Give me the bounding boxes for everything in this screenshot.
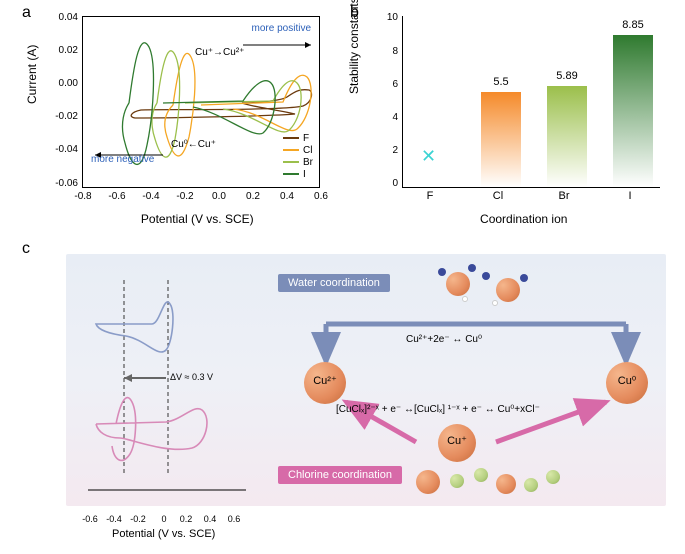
- b-xtick: Br: [544, 190, 584, 202]
- c-xtick: 0.6: [220, 514, 248, 524]
- cl-cluster-cu2: [496, 474, 516, 494]
- cl-cluster-cu1: [416, 470, 440, 494]
- cv-chlorine: [96, 398, 207, 461]
- annot-more-positive: more positive: [252, 23, 311, 34]
- arrow-positive-head: [305, 42, 311, 48]
- cl1: [450, 474, 464, 488]
- a-xtick: 0.2: [238, 191, 268, 202]
- water-h1: [462, 296, 468, 302]
- legend-F: F: [303, 133, 309, 144]
- water-o1: [438, 268, 446, 276]
- bar-br: [547, 86, 587, 187]
- panel-a-plot: more positive Cu⁺→Cu²⁺ Cu⁰←Cu⁺ more nega…: [82, 16, 320, 188]
- a-xtick: -0.2: [170, 191, 200, 202]
- b-xtick: F: [410, 190, 450, 202]
- eqn-top: Cu²⁺+2e⁻ ↔ Cu⁰: [406, 334, 482, 345]
- cl3: [524, 478, 538, 492]
- water-o4: [520, 274, 528, 282]
- bar-label-cl: 5.5: [481, 76, 521, 88]
- water-h2: [492, 300, 498, 306]
- panel-a-label: a: [22, 4, 31, 22]
- cross-marker: ✕: [421, 146, 436, 167]
- panel-c-label: c: [22, 240, 30, 258]
- bar-label-br: 5.89: [547, 70, 587, 82]
- b-xtick: I: [610, 190, 650, 202]
- legend-Cl: Cl: [303, 145, 312, 156]
- panel-b-xlabel: Coordination ion: [480, 212, 567, 226]
- b-xtick: Cl: [478, 190, 518, 202]
- panel-a: Current (A) more positive Cu⁺→Cu²⁺ Cu⁰←C…: [38, 8, 334, 226]
- legend-Br: Br: [303, 157, 313, 168]
- legend-I: I: [303, 169, 306, 180]
- panel-a-legend: F Cl Br I: [283, 133, 313, 181]
- b-ytick: 2: [384, 145, 398, 156]
- b-ytick: 8: [384, 46, 398, 57]
- c-xtick: -0.2: [124, 514, 152, 524]
- a-ytick: 0.04: [50, 12, 78, 23]
- panel-a-xlabel: Potential (V vs. SCE): [141, 212, 254, 226]
- water-o2: [468, 264, 476, 272]
- water-coord-label: Water coordination: [278, 274, 390, 292]
- water-cluster-cu1: [446, 272, 470, 296]
- a-xtick: -0.4: [136, 191, 166, 202]
- dv-arrow-head: [124, 374, 132, 382]
- panel-b: Stability constants (lgβₙ) ✕ 5.5 5.89 8.…: [360, 8, 670, 226]
- a-xtick: 0.6: [306, 191, 336, 202]
- a-ytick: 0.00: [50, 78, 78, 89]
- bar-i: [613, 35, 653, 187]
- a-xtick: 0.4: [272, 191, 302, 202]
- cv-water: [96, 302, 173, 352]
- cl2: [474, 468, 488, 482]
- a-xtick: -0.8: [68, 191, 98, 202]
- a-ytick: -0.06: [50, 178, 78, 189]
- eqn-bottom: [CuClₓ]²⁻ˣ + e⁻ ↔[CuClₓ] ¹⁻ˣ + e⁻ ↔ Cu⁰+…: [336, 404, 540, 415]
- annot-cu01: Cu⁰←Cu⁺: [171, 139, 216, 150]
- annot-more-negative: more negative: [91, 154, 154, 165]
- b-ytick: 6: [384, 79, 398, 90]
- b-ytick: 10: [384, 12, 398, 23]
- a-xtick: -0.6: [102, 191, 132, 202]
- bar-cl: [481, 92, 521, 187]
- a-ytick: -0.02: [50, 111, 78, 122]
- panel-c-xlabel: Potential (V vs. SCE): [112, 528, 215, 540]
- a-xtick: 0.0: [204, 191, 234, 202]
- panel-c-bg: ΔV ≈ 0.3 V Water coordination Chlorine c…: [66, 254, 666, 506]
- annot-cu12: Cu⁺→Cu²⁺: [195, 47, 244, 58]
- bar-label-i: 8.85: [613, 19, 653, 31]
- b-ytick: 4: [384, 112, 398, 123]
- panel-a-ylabel: Current (A): [25, 45, 39, 104]
- dv-label: ΔV ≈ 0.3 V: [170, 372, 213, 382]
- node-cu1: Cu⁺: [440, 434, 474, 447]
- a-ytick: -0.04: [50, 144, 78, 155]
- panel-b-plot: ✕ 5.5 5.89 8.85: [402, 16, 660, 188]
- b-ytick: 0: [384, 178, 398, 189]
- water-o3: [482, 272, 490, 280]
- cl4: [546, 470, 560, 484]
- node-cu0: Cu⁰: [610, 374, 644, 387]
- a-ytick: 0.02: [50, 45, 78, 56]
- water-cluster-cu2: [496, 278, 520, 302]
- node-cu2: Cu²⁺: [308, 374, 342, 387]
- panel-c: ΔV ≈ 0.3 V Water coordination Chlorine c…: [38, 240, 674, 540]
- chlorine-coord-label: Chlorine coordination: [278, 466, 402, 484]
- panel-c-cv-svg: [66, 254, 256, 504]
- panel-b-ylabel: Stability constants (lgβₙ): [347, 0, 361, 94]
